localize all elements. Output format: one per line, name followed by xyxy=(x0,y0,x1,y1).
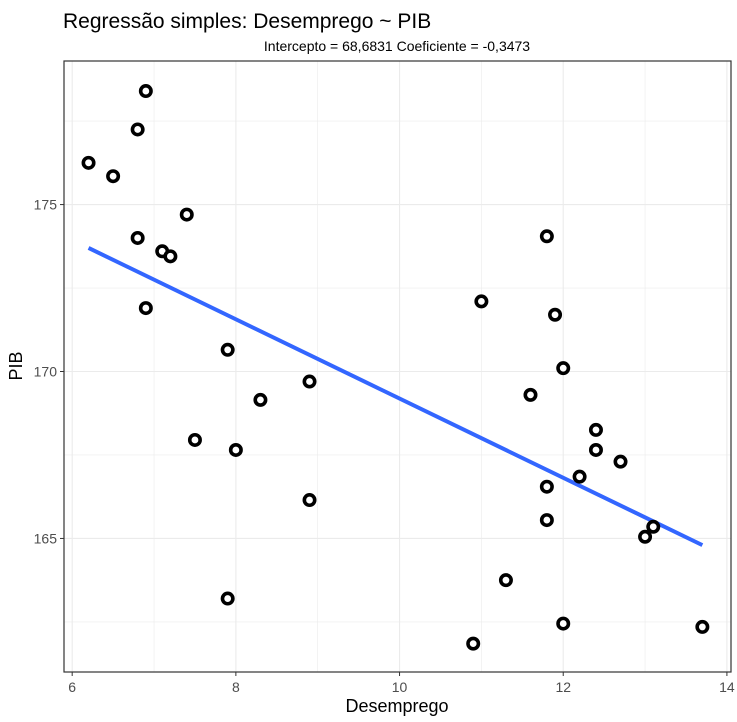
data-point xyxy=(228,442,243,457)
data-point xyxy=(638,529,653,544)
data-point xyxy=(523,387,538,402)
data-point xyxy=(548,307,563,322)
data-point xyxy=(646,519,661,534)
panel-border xyxy=(63,60,732,673)
data-point xyxy=(556,616,571,631)
grid-lines xyxy=(64,61,731,672)
data-point xyxy=(106,169,121,184)
data-point xyxy=(81,155,96,170)
data-point xyxy=(474,294,489,309)
data-point xyxy=(138,301,153,316)
data-point xyxy=(302,493,317,508)
data-point xyxy=(498,573,513,588)
data-point xyxy=(539,479,554,494)
data-points xyxy=(81,84,710,651)
data-point xyxy=(539,513,554,528)
data-point xyxy=(138,84,153,99)
x-tick-label: 8 xyxy=(232,679,240,695)
data-point xyxy=(220,342,235,357)
data-point xyxy=(539,229,554,244)
data-point xyxy=(613,454,628,469)
x-tick-label: 6 xyxy=(68,679,76,695)
data-point xyxy=(163,249,178,264)
x-axis-title: Desemprego xyxy=(345,696,448,716)
chart-title: Regressão simples: Desemprego ~ PIB xyxy=(63,10,431,33)
data-point xyxy=(556,361,571,376)
regression-line-group xyxy=(87,246,704,547)
y-tick-label: 165 xyxy=(34,530,58,546)
data-point xyxy=(253,392,268,407)
regression-line xyxy=(87,246,704,547)
x-tick-label: 14 xyxy=(719,679,735,695)
data-point xyxy=(130,122,145,137)
y-axis: 165 170 175 xyxy=(34,197,64,546)
y-tick-label: 170 xyxy=(34,364,58,380)
y-tick-label: 175 xyxy=(34,197,58,213)
data-point xyxy=(220,591,235,606)
data-point xyxy=(302,374,317,389)
data-point xyxy=(187,432,202,447)
data-point xyxy=(572,469,587,484)
y-axis-title: PIB xyxy=(6,351,26,380)
data-point xyxy=(588,442,603,457)
chart-subtitle: Intercepto = 68,6831 Coeficiente = -0,34… xyxy=(264,38,530,54)
x-tick-label: 10 xyxy=(392,679,408,695)
data-point xyxy=(695,619,710,634)
data-point xyxy=(466,636,481,651)
x-axis: 6 8 10 12 14 xyxy=(68,672,735,695)
x-tick-label: 12 xyxy=(555,679,571,695)
data-point xyxy=(130,230,145,245)
data-point xyxy=(179,207,194,222)
data-point xyxy=(588,422,603,437)
